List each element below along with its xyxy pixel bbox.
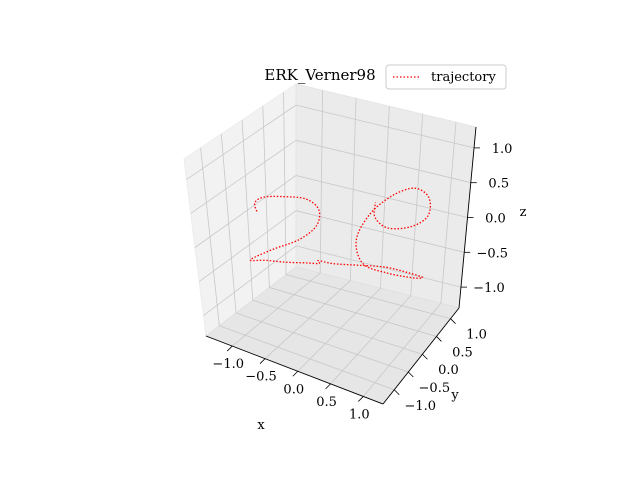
grid-line [297, 287, 381, 372]
grid-line [252, 299, 423, 355]
grid-line [269, 287, 437, 337]
grid-line [194, 175, 297, 248]
grid-line [231, 272, 321, 347]
series-layer [249, 187, 432, 279]
x-tick-mark [358, 396, 364, 402]
x-tick-mark [226, 345, 233, 352]
y-tick-mark [408, 371, 414, 378]
y-tick-label: 0.0 [438, 363, 459, 378]
grid-line [285, 274, 451, 320]
chart-title: ERK_Verner98 [264, 66, 375, 84]
axis-panes [183, 83, 477, 405]
x-tick-label: −0.5 [245, 370, 277, 385]
grid-line [283, 92, 287, 275]
z-tick-label: 0.5 [488, 177, 509, 192]
grid-line [410, 114, 424, 296]
y-axis-line [382, 307, 460, 405]
y-tick-label: −0.5 [419, 381, 451, 396]
x-tick-mark [325, 383, 331, 390]
y-axis-label: y [450, 388, 459, 403]
grid-line [186, 104, 297, 180]
grid-line [295, 104, 475, 149]
z-tick-label: 0.0 [485, 212, 506, 227]
y-tick-mark [450, 318, 456, 324]
tick-labels: −1.0−1.0−1.0−0.5−0.5−0.50.00.00.00.50.50… [212, 142, 512, 423]
grid-line [219, 325, 395, 391]
legend-entry: trajectory [431, 70, 496, 85]
grid-line [295, 139, 471, 184]
grid-line [262, 106, 270, 288]
axis-lines [205, 126, 481, 405]
grid-line [235, 312, 409, 373]
y-tick-mark [436, 336, 442, 342]
x-axis-line [205, 335, 384, 405]
y-tick-label: 0.5 [452, 345, 473, 360]
grid-line [295, 210, 465, 253]
grid-line [295, 175, 468, 218]
x-tick-label: 0.5 [316, 395, 337, 410]
grid-line [330, 295, 411, 385]
y-tick-mark [422, 353, 428, 360]
grid-line [203, 245, 297, 316]
z-axis-label: z [520, 205, 527, 220]
legend-box [385, 64, 507, 90]
grid-line [440, 122, 457, 304]
x-tick-mark [292, 370, 299, 377]
grid-lines [186, 90, 475, 397]
z-tick-label: −0.5 [476, 246, 508, 261]
x-tick-mark [259, 358, 266, 364]
y-tick-label: −1.0 [404, 399, 436, 414]
grid-line [264, 280, 351, 359]
trajectory-line [249, 187, 432, 279]
grid-line [363, 303, 442, 397]
grid-line [190, 139, 297, 214]
x-tick-label: 1.0 [349, 407, 370, 422]
x-tick-label: 0.0 [283, 382, 304, 397]
z-tick-label: 1.0 [492, 142, 513, 157]
z-tick-label: −1.0 [473, 281, 505, 296]
x-axis-label: x [257, 418, 265, 433]
legend: trajectory [385, 64, 507, 90]
grid-line [198, 210, 297, 282]
y-tick-mark [393, 389, 400, 396]
x-tick-label: −1.0 [212, 357, 244, 372]
y-tick-label: 1.0 [466, 328, 487, 343]
